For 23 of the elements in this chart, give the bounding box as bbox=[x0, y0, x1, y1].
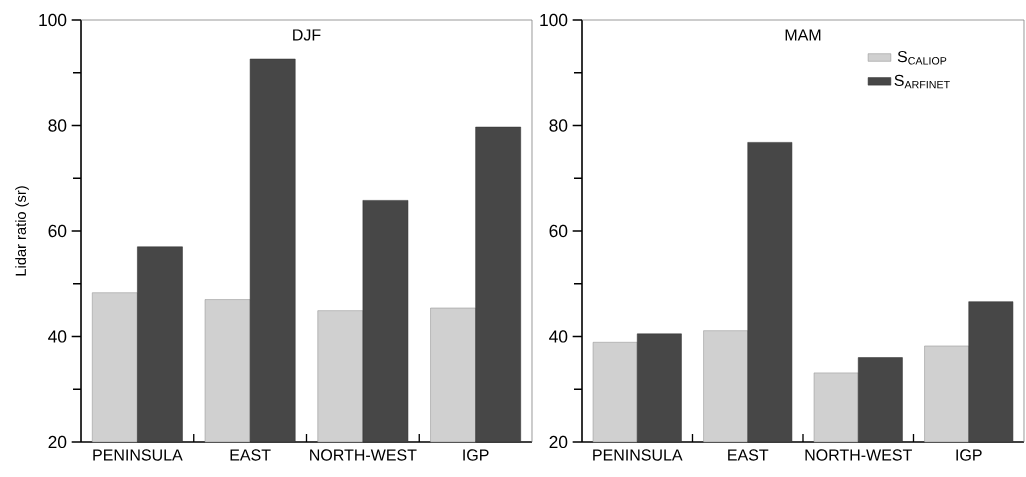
y-tick-label: 40 bbox=[549, 330, 568, 343]
y-tick-label: 100 bbox=[39, 13, 67, 27]
y-tick-label: 60 bbox=[48, 224, 67, 238]
y-axis-title: Lidar ratio (sr) bbox=[15, 186, 29, 276]
y-tick-label: 100 bbox=[540, 13, 568, 27]
y-tick-label: 20 bbox=[549, 435, 568, 449]
x-tick-label: IGP bbox=[463, 449, 489, 461]
x-tick-label: EAST bbox=[230, 449, 271, 461]
x-tick-label: PENINSULA bbox=[593, 449, 683, 461]
legend-label: S$_{CALIOP}$ bbox=[897, 50, 947, 65]
y-tick-label: 80 bbox=[549, 119, 568, 132]
legend-label: S$_{ARFINET}$ bbox=[894, 74, 950, 89]
x-tick-label: PENINSULA bbox=[93, 449, 183, 461]
y-tick-label: 20 bbox=[48, 435, 67, 449]
chart-title: DJF bbox=[293, 29, 321, 41]
chart-title: MAM bbox=[785, 29, 821, 41]
y-tick-label: 60 bbox=[549, 224, 568, 238]
x-tick-label: NORTH-WEST bbox=[310, 449, 417, 461]
y-tick-label: 80 bbox=[48, 119, 67, 132]
x-tick-label: EAST bbox=[728, 449, 769, 461]
y-tick-label: 40 bbox=[48, 330, 67, 343]
x-tick-label: NORTH-WEST bbox=[805, 449, 912, 461]
x-tick-label: IGP bbox=[956, 449, 982, 461]
